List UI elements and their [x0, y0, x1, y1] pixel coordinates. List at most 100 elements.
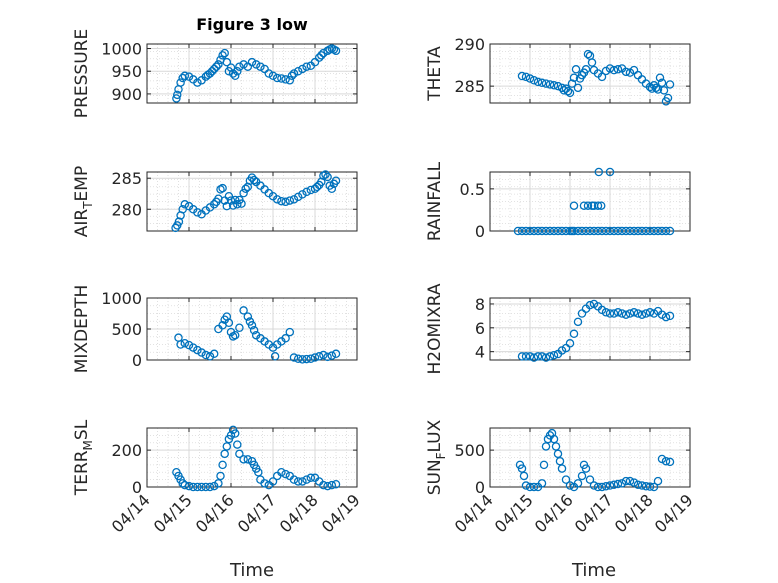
data-point	[629, 308, 639, 317]
y-tick-label: 4	[475, 343, 485, 362]
data-point	[594, 167, 604, 177]
axes-box	[146, 171, 358, 232]
data-point	[537, 78, 547, 88]
data-point	[214, 479, 223, 488]
data-point	[581, 226, 591, 236]
data-point	[239, 455, 248, 464]
data-point	[302, 354, 311, 364]
data-point	[553, 81, 563, 91]
data-point	[218, 51, 227, 60]
data-point	[220, 48, 229, 58]
data-point	[596, 201, 606, 210]
x-tick-label: 04/19	[651, 490, 697, 536]
y-axis-label: SUNFLUX	[425, 419, 448, 495]
data-point	[180, 71, 190, 81]
axes-box	[489, 297, 691, 361]
data-point	[633, 70, 643, 80]
data-point	[621, 476, 631, 486]
data-point	[205, 69, 215, 78]
data-point	[230, 195, 240, 205]
data-point	[609, 309, 619, 318]
data-point	[329, 45, 339, 54]
x-axis-label-left: Time	[229, 560, 274, 581]
data-point	[613, 308, 623, 317]
data-point	[331, 479, 341, 489]
data-point	[659, 86, 669, 95]
data-point	[521, 72, 531, 82]
data-point	[319, 48, 328, 58]
data-point	[298, 190, 307, 199]
x-tick-label: 04/16	[531, 490, 577, 536]
data-point	[239, 188, 248, 198]
subplot-mixdepth: 0 500 1000 MIXDEPTH	[72, 285, 358, 374]
y-tick-label: 0.5	[460, 180, 485, 199]
data-point	[529, 353, 539, 362]
data-point	[277, 74, 286, 83]
data-point	[317, 51, 326, 60]
data-point	[637, 481, 647, 490]
data-point	[597, 226, 607, 236]
data-point	[601, 226, 611, 236]
data-point	[537, 226, 547, 236]
data-point	[565, 88, 575, 98]
data-point	[209, 200, 219, 209]
data-point	[239, 60, 248, 69]
x-tick-label: 04/16	[192, 490, 238, 536]
data-point	[233, 200, 242, 209]
data-point	[235, 62, 244, 71]
data-point	[207, 66, 217, 76]
data-point	[243, 455, 253, 464]
data-point	[209, 64, 219, 74]
y-tick-label: 950	[111, 62, 142, 81]
data-point	[525, 482, 535, 492]
data-point	[264, 69, 274, 78]
y-axis-label: TERRMSL	[72, 419, 95, 496]
data-point	[205, 352, 215, 361]
axes-box	[489, 427, 691, 488]
data-point	[633, 480, 643, 490]
data-point	[569, 226, 579, 236]
data-point	[663, 93, 673, 103]
data-point	[593, 201, 603, 210]
data-point	[281, 197, 290, 207]
data-point	[617, 226, 627, 236]
data-point	[188, 482, 198, 492]
data-point	[577, 226, 587, 236]
data-point	[270, 352, 280, 361]
data-point	[533, 352, 543, 361]
data-point	[272, 73, 282, 83]
data-point	[561, 475, 571, 484]
y-tick-label: 285	[111, 169, 142, 188]
data-point	[541, 353, 551, 362]
y-axis-label: RAINFALL	[425, 161, 445, 241]
y-tick-label: 0	[475, 478, 485, 497]
data-point	[314, 352, 324, 361]
data-point	[233, 440, 242, 449]
data-point	[323, 481, 332, 491]
data-point	[625, 226, 635, 236]
data-point	[665, 457, 675, 467]
data-point	[323, 352, 332, 362]
axes-box	[146, 427, 358, 488]
data-point	[281, 469, 290, 479]
data-point	[281, 75, 290, 84]
data-point	[521, 226, 531, 236]
data-point	[605, 309, 615, 318]
y-tick-label: 280	[111, 200, 142, 219]
data-point	[525, 226, 535, 236]
y-axis-label: MIXDEPTH	[72, 285, 92, 374]
data-point	[655, 73, 665, 82]
data-point	[557, 226, 567, 236]
data-point	[549, 81, 559, 90]
data-point	[289, 353, 299, 362]
data-point	[633, 309, 643, 318]
data-point	[233, 66, 242, 76]
data-point	[585, 226, 595, 236]
data-point	[621, 310, 631, 319]
data-point	[235, 449, 244, 459]
data-point	[617, 309, 627, 318]
y-axis-label: AIRTEMP	[72, 166, 95, 237]
data-point	[529, 226, 539, 236]
y-tick-label: 1000	[101, 40, 142, 59]
data-point	[214, 60, 223, 69]
